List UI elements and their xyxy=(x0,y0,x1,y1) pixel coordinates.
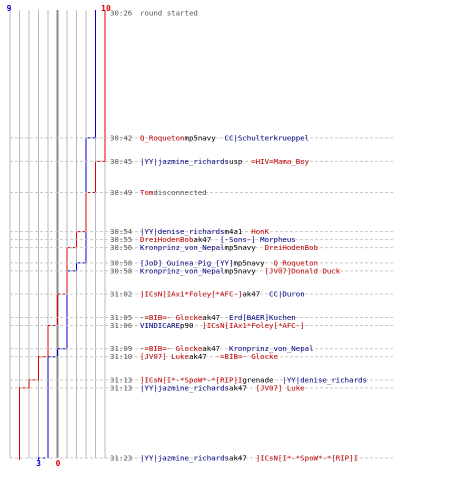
event-text: VINDICARE xyxy=(140,321,180,330)
event-time: 31:10 xyxy=(110,352,132,361)
event-text: |YY|jazmine_richards xyxy=(140,454,229,463)
event-text: ak47 xyxy=(229,383,247,392)
event-time: 31:23 xyxy=(110,454,132,463)
event-text: ]ICsN[IAx1*Foley[*AFC-] xyxy=(202,321,304,330)
event-text: -=BIB=- Glocke xyxy=(216,352,279,361)
event-text: [-Sons-] Morpheus xyxy=(220,235,296,244)
event-log: 30:26 round started 30:42 Q_Roqueton mp5nav… xyxy=(110,9,367,463)
event-text: ak47 xyxy=(189,352,207,361)
event-text: [JV07] Luke xyxy=(140,352,189,361)
event-text: -=BIB=- Glocke xyxy=(140,313,203,322)
event-text: mp5navy xyxy=(225,243,257,252)
end-count-red: 0 xyxy=(56,459,61,468)
event-time: 31:05 xyxy=(110,313,132,322)
event-time: 30:58 xyxy=(110,258,132,267)
event-time: 30:55 xyxy=(110,235,132,244)
event-text: Kronprinz_von_Nepal xyxy=(140,243,225,252)
event-text: round started xyxy=(140,9,198,18)
event-time: 30:58 xyxy=(110,266,132,275)
event-text: p90 xyxy=(180,321,193,330)
event-time: 31:09 xyxy=(110,344,132,353)
alive-count-lines xyxy=(19,10,106,460)
event-text: [JV07] Luke xyxy=(256,383,305,392)
event-text: [JV07]Donald Duck xyxy=(265,266,341,275)
event-time: 30:45 xyxy=(110,157,132,166)
start-count-blue: 9 xyxy=(7,4,12,13)
event-text: ak47 xyxy=(229,454,247,463)
end-count-blue: 3 xyxy=(36,459,41,468)
player-counts: 9 10 3 0 xyxy=(7,4,111,468)
event-text: usp xyxy=(229,157,242,166)
event-text: Kronprinz_von_Nepal xyxy=(229,344,314,353)
event-text: HonK xyxy=(251,227,269,236)
event-text: Q_Roqueton xyxy=(274,258,319,267)
event-text: ]ICsN[I*-*SpoW*-*[RIP]I xyxy=(140,375,242,384)
event-text: |YY|jazmine_richards xyxy=(140,383,229,392)
event-text: CC|Schulterkrueppel xyxy=(225,133,310,142)
event-text: [JoD]_Guinea_Pig_[YY] xyxy=(140,258,233,267)
event-text: Q_Roqueton xyxy=(140,133,185,142)
event-text: ak47 xyxy=(242,290,260,299)
event-text: disconnected xyxy=(153,188,206,197)
event-text: |YY|denise_richards xyxy=(282,375,367,384)
event-text: |YY|denise_richards xyxy=(140,227,225,236)
event-time: 30:49 xyxy=(110,188,132,197)
event-text: |YY|jazmine_richards xyxy=(140,157,229,166)
event-text: ]ICsN[I*-*SpoW*-*[RIP]I xyxy=(256,454,358,463)
event-text: Tom xyxy=(140,188,154,197)
event-text: DreiHodenBob xyxy=(140,235,194,244)
event-text: ak47 xyxy=(202,344,220,353)
event-time: 31:13 xyxy=(110,375,132,384)
event-text: mp5navy xyxy=(233,258,265,267)
start-count-red: 10 xyxy=(101,4,111,13)
red-team-alive-line xyxy=(19,10,106,460)
event-text: grenade xyxy=(242,375,274,384)
event-text: ak47 xyxy=(202,313,220,322)
event-time: 31:13 xyxy=(110,383,132,392)
event-time: 31:02 xyxy=(110,290,132,299)
event-ticks xyxy=(10,137,395,459)
event-text: mp5navy xyxy=(225,266,257,275)
event-text: m4a1 xyxy=(225,227,243,236)
event-time: 30:42 xyxy=(110,133,132,142)
event-text: ]ICsN[IAx1*Foley[*AFC-] xyxy=(140,290,242,299)
event-text: -=BIB=- Glocke xyxy=(140,344,203,353)
grid-lines xyxy=(9,10,106,458)
event-time: 30:54 xyxy=(110,227,133,236)
event-text: DreiHodenBob xyxy=(265,243,319,252)
event-text: =HIV=Mama_Boy xyxy=(251,157,309,166)
event-text: CC|Duron xyxy=(269,290,305,299)
event-time: 31:06 xyxy=(110,321,132,330)
event-text: Erd[BAER]Kuchen xyxy=(229,313,296,322)
event-time: 30:56 xyxy=(110,243,132,252)
event-time: 30:26 xyxy=(110,9,132,18)
event-text: mp5navy xyxy=(185,133,217,142)
event-text: Kronprinz_von_Nepal xyxy=(140,266,225,275)
event-text: ak47 xyxy=(193,235,211,244)
